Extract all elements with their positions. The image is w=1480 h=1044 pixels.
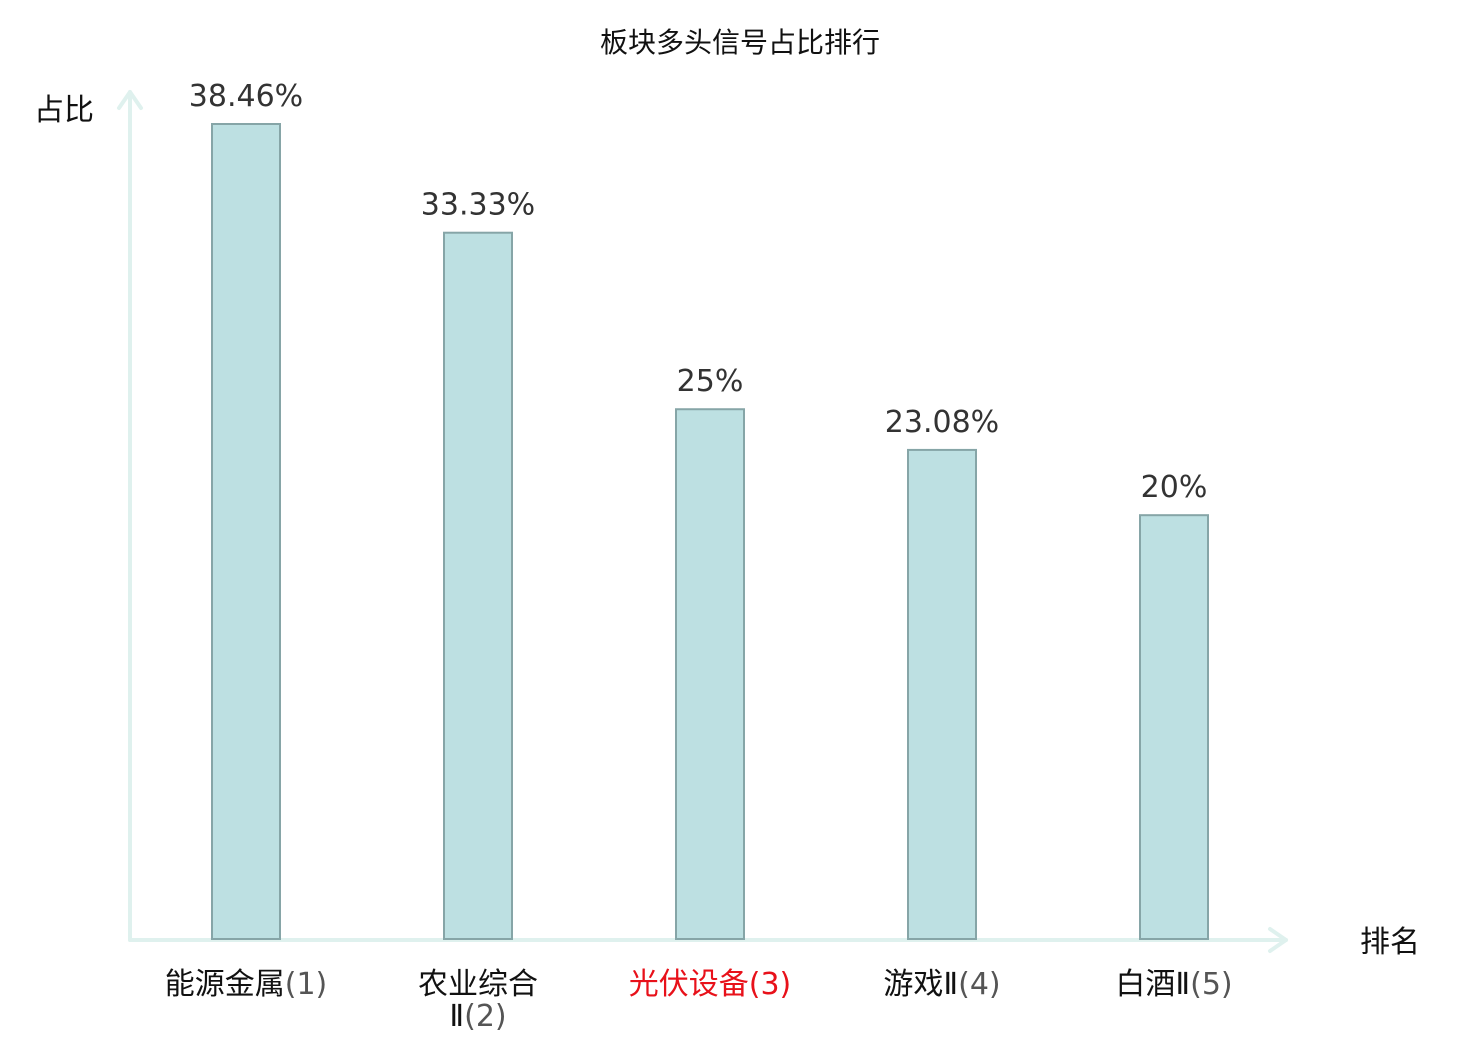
category-label-4: 游戏Ⅱ(4) — [883, 967, 1000, 1002]
category-rank: (4) — [958, 967, 1001, 1002]
category-rank: (1) — [285, 967, 328, 1002]
category-label-1: 能源金属(1) — [165, 967, 328, 1002]
bar-2 — [443, 231, 513, 940]
category-rank: (5) — [1190, 967, 1233, 1002]
chart-title: 板块多头信号占比排行 — [600, 26, 880, 59]
y-axis-label: 占比 — [34, 93, 94, 128]
bar-3 — [675, 408, 745, 940]
category-name: 农业综合 — [418, 967, 538, 1002]
category-rank: (3) — [749, 967, 792, 1002]
bar-group — [211, 123, 1209, 940]
category-name: 游戏Ⅱ — [883, 967, 958, 1002]
bar-5 — [1139, 514, 1209, 940]
axes — [117, 90, 1288, 953]
x-axis-arrow-icon — [1268, 927, 1288, 953]
y-axis-arrow-icon — [117, 90, 143, 110]
x-axis-label: 排名 — [1360, 925, 1420, 960]
value-label-5: 20% — [1141, 470, 1208, 505]
category-name-suffix: Ⅱ — [449, 999, 464, 1034]
value-label-2: 33.33% — [421, 188, 535, 223]
category-label-2: 农业综合 Ⅱ(2) — [418, 967, 538, 1034]
value-label-4: 23.08% — [885, 405, 999, 440]
category-name: 能源金属 — [165, 967, 285, 1002]
category-name: 光伏设备 — [629, 967, 749, 1002]
value-label-1: 38.46% — [189, 79, 303, 114]
category-rank: (2) — [464, 999, 507, 1034]
category-label-3: 光伏设备(3) — [629, 967, 792, 1002]
value-label-group: 38.46% 33.33% 25% 23.08% 20% — [189, 79, 1208, 505]
value-label-3: 25% — [677, 364, 744, 399]
bar-4 — [907, 448, 977, 940]
category-name: 白酒Ⅱ — [1115, 967, 1190, 1002]
category-label-group: 能源金属(1) 农业综合 Ⅱ(2) 光伏设备(3) 游戏Ⅱ(4) 白酒Ⅱ(5) — [165, 967, 1233, 1034]
bar-1 — [211, 123, 281, 940]
category-label-5: 白酒Ⅱ(5) — [1115, 967, 1232, 1002]
